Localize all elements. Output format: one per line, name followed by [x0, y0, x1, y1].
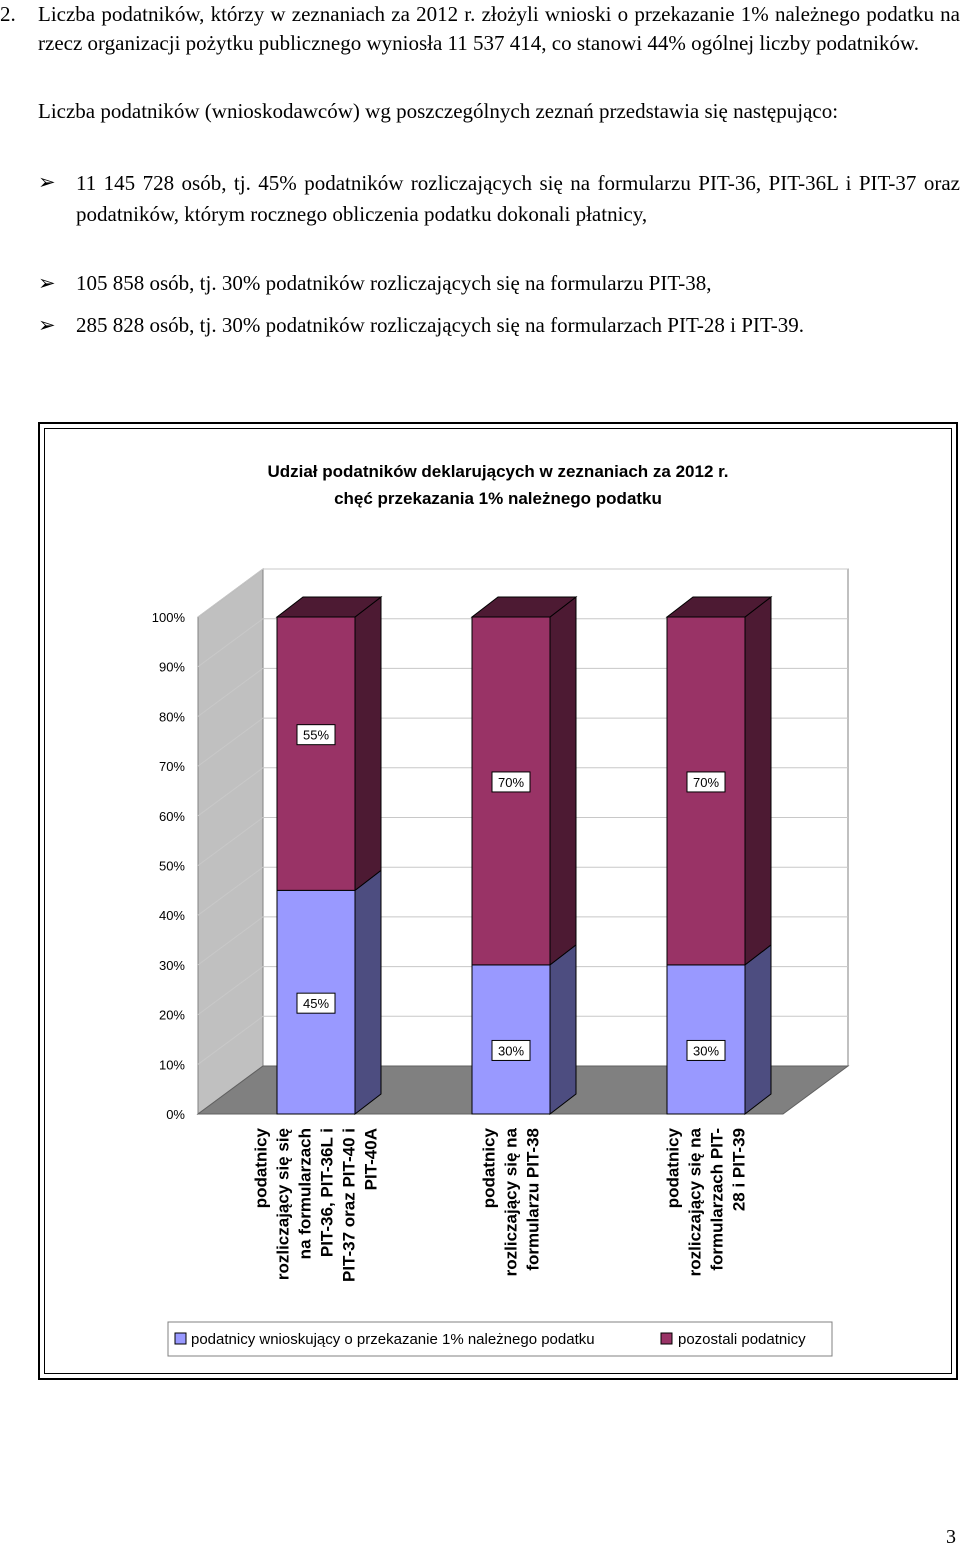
bullet-item-1: 11 145 728 osób, tj. 45% podatników rozl…: [76, 171, 960, 226]
page-number: 3: [946, 1526, 956, 1548]
bullet-marker-1: ➢: [38, 170, 56, 194]
section-number: 2.: [0, 2, 16, 26]
chart-frame-inner: [44, 428, 952, 1374]
paragraph-1: Liczba podatników, którzy w zeznaniach z…: [38, 2, 960, 55]
bullet-marker-3: ➢: [38, 313, 56, 337]
bullet-item-3: 285 828 osób, tj. 30% podatników rozlicz…: [76, 313, 805, 337]
chart-frame: [38, 422, 958, 1380]
paragraph-2: Liczba podatników (wnioskodawców) wg pos…: [38, 99, 839, 123]
bullet-item-2: 105 858 osób, tj. 30% podatników rozlicz…: [76, 271, 712, 295]
bullet-marker-2: ➢: [38, 271, 56, 295]
